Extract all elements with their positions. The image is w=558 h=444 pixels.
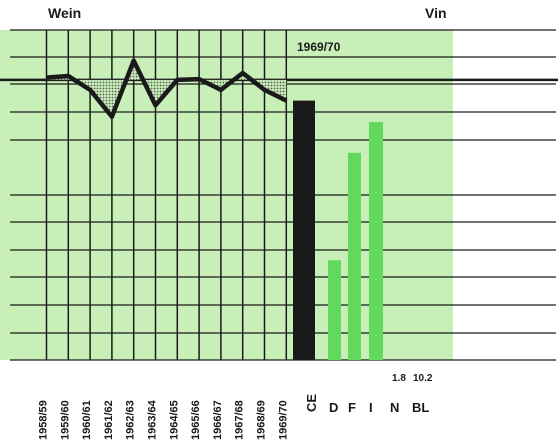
bar-i — [369, 122, 383, 361]
bar-category-label: D — [329, 400, 338, 415]
x-tick-label: 1960/61 — [81, 400, 93, 440]
x-tick-label: 1958/59 — [38, 400, 50, 440]
line-series — [46, 58, 288, 119]
deviation-area — [46, 60, 287, 117]
chart-title-right: Vin — [425, 5, 447, 21]
x-tick-label: 1968/69 — [256, 400, 268, 440]
bar-category-label: BL — [412, 400, 429, 415]
chart-title-left: Wein — [48, 5, 81, 21]
bar-d — [328, 260, 341, 360]
x-tick-label: 1966/67 — [212, 400, 224, 440]
bar-ce — [293, 100, 315, 361]
x-tick-label: 1969/70 — [277, 400, 289, 440]
x-tick-label: 1967/68 — [234, 400, 246, 440]
chart-subtitle: 1969/70 — [297, 40, 341, 54]
bar-series — [293, 100, 383, 361]
bar-value-label: 1.8 — [392, 373, 406, 384]
bar-value-label: 10.2 — [413, 373, 433, 384]
x-axis-labels: 1958/59 1959/60 1960/61 1961/62 1962/63 1963/… — [38, 373, 433, 440]
bar-category-label: N — [390, 400, 399, 415]
x-tick-label: 1964/65 — [168, 400, 180, 440]
series-line — [46, 58, 288, 119]
bar-f — [348, 152, 361, 360]
x-tick-label: 1963/64 — [147, 399, 159, 440]
deviation-fill — [46, 60, 287, 117]
x-tick-label: 1961/62 — [103, 400, 115, 440]
x-tick-label: 1965/66 — [190, 400, 202, 440]
bar-category-label: F — [348, 400, 356, 415]
bar-category-label: I — [369, 400, 373, 415]
x-tick-label: 1959/60 — [59, 400, 71, 440]
x-tick-label: 1962/63 — [125, 400, 137, 440]
bar-category-label: CE — [304, 394, 319, 412]
